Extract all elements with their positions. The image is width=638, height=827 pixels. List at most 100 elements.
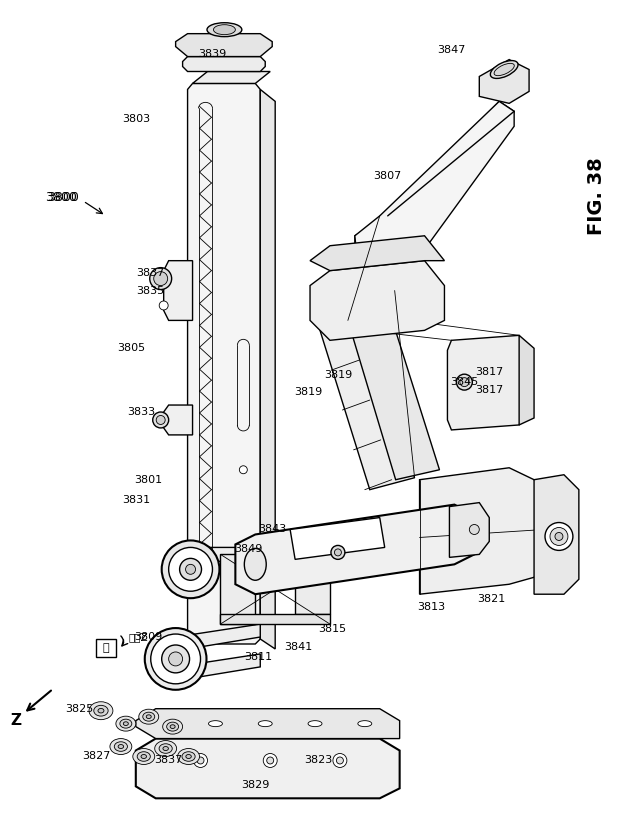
- Ellipse shape: [555, 533, 563, 541]
- Polygon shape: [449, 503, 489, 557]
- Text: 3821: 3821: [477, 594, 505, 605]
- Ellipse shape: [209, 720, 223, 727]
- Polygon shape: [175, 624, 260, 651]
- FancyBboxPatch shape: [96, 639, 116, 657]
- Ellipse shape: [244, 548, 266, 581]
- Ellipse shape: [163, 719, 182, 734]
- Ellipse shape: [155, 740, 177, 757]
- Ellipse shape: [152, 412, 168, 428]
- Text: 3837: 3837: [137, 268, 165, 278]
- Text: 3817: 3817: [475, 367, 503, 377]
- Polygon shape: [320, 330, 415, 490]
- Ellipse shape: [460, 378, 469, 386]
- Text: 3801: 3801: [135, 475, 163, 485]
- Polygon shape: [519, 335, 534, 425]
- Ellipse shape: [470, 524, 479, 534]
- Ellipse shape: [207, 22, 242, 36]
- Ellipse shape: [98, 709, 104, 713]
- Polygon shape: [290, 518, 385, 559]
- Ellipse shape: [456, 374, 472, 390]
- Polygon shape: [164, 261, 193, 320]
- Text: 3813: 3813: [417, 602, 445, 612]
- Ellipse shape: [94, 705, 108, 716]
- Polygon shape: [295, 544, 330, 614]
- Polygon shape: [164, 405, 193, 435]
- Text: Z: Z: [11, 713, 22, 728]
- Ellipse shape: [114, 742, 128, 751]
- Polygon shape: [260, 89, 275, 649]
- Ellipse shape: [154, 271, 168, 285]
- Text: 回転Z: 回転Z: [129, 632, 149, 642]
- Ellipse shape: [491, 60, 518, 79]
- Text: 3831: 3831: [122, 495, 150, 504]
- Text: 回: 回: [103, 643, 109, 653]
- Ellipse shape: [308, 720, 322, 727]
- Polygon shape: [310, 236, 445, 270]
- Ellipse shape: [333, 753, 347, 767]
- Ellipse shape: [161, 541, 219, 598]
- Ellipse shape: [145, 628, 207, 690]
- Ellipse shape: [545, 523, 573, 551]
- Text: 3819: 3819: [324, 370, 352, 380]
- Polygon shape: [175, 654, 260, 681]
- Ellipse shape: [334, 549, 341, 556]
- Ellipse shape: [177, 748, 200, 764]
- Ellipse shape: [161, 645, 189, 673]
- Polygon shape: [182, 56, 265, 71]
- Ellipse shape: [163, 747, 168, 751]
- Polygon shape: [136, 739, 399, 798]
- Ellipse shape: [159, 743, 172, 753]
- Ellipse shape: [137, 752, 151, 762]
- Ellipse shape: [141, 754, 147, 758]
- Text: 3809: 3809: [135, 632, 163, 642]
- Ellipse shape: [160, 301, 168, 310]
- Ellipse shape: [123, 722, 128, 725]
- Text: 3815: 3815: [318, 624, 346, 634]
- Ellipse shape: [182, 752, 195, 762]
- Polygon shape: [235, 504, 474, 595]
- Text: 3825: 3825: [65, 704, 93, 714]
- Text: 3833: 3833: [127, 407, 155, 417]
- Text: 3837: 3837: [154, 756, 182, 766]
- Polygon shape: [479, 60, 529, 103]
- Ellipse shape: [168, 547, 212, 591]
- Ellipse shape: [239, 466, 248, 474]
- Polygon shape: [221, 614, 330, 624]
- Polygon shape: [348, 318, 440, 480]
- Ellipse shape: [193, 753, 207, 767]
- Ellipse shape: [258, 720, 272, 727]
- Ellipse shape: [139, 710, 159, 724]
- Polygon shape: [188, 84, 260, 644]
- Text: 3835: 3835: [137, 285, 165, 295]
- Ellipse shape: [133, 748, 155, 764]
- Ellipse shape: [143, 712, 155, 721]
- Ellipse shape: [263, 753, 277, 767]
- Text: 3823: 3823: [304, 756, 332, 766]
- Ellipse shape: [89, 702, 113, 719]
- Polygon shape: [136, 709, 399, 739]
- Polygon shape: [310, 261, 445, 341]
- Ellipse shape: [180, 558, 202, 581]
- Text: 3811: 3811: [244, 652, 272, 662]
- Ellipse shape: [336, 757, 343, 764]
- Ellipse shape: [120, 719, 132, 728]
- Ellipse shape: [118, 744, 124, 748]
- Text: 3827: 3827: [82, 751, 110, 761]
- Polygon shape: [193, 71, 271, 84]
- Ellipse shape: [168, 652, 182, 666]
- Ellipse shape: [186, 754, 191, 758]
- Text: 3839: 3839: [198, 49, 226, 59]
- Ellipse shape: [170, 724, 175, 729]
- Ellipse shape: [167, 722, 179, 731]
- Ellipse shape: [197, 757, 204, 764]
- Polygon shape: [534, 475, 579, 595]
- Polygon shape: [221, 554, 255, 624]
- Text: 3819: 3819: [294, 387, 322, 397]
- Ellipse shape: [150, 268, 172, 289]
- Polygon shape: [175, 34, 272, 56]
- Text: 3807: 3807: [374, 171, 402, 181]
- Ellipse shape: [494, 64, 514, 75]
- Text: 3849: 3849: [234, 544, 262, 554]
- Polygon shape: [447, 335, 524, 430]
- Polygon shape: [355, 102, 514, 290]
